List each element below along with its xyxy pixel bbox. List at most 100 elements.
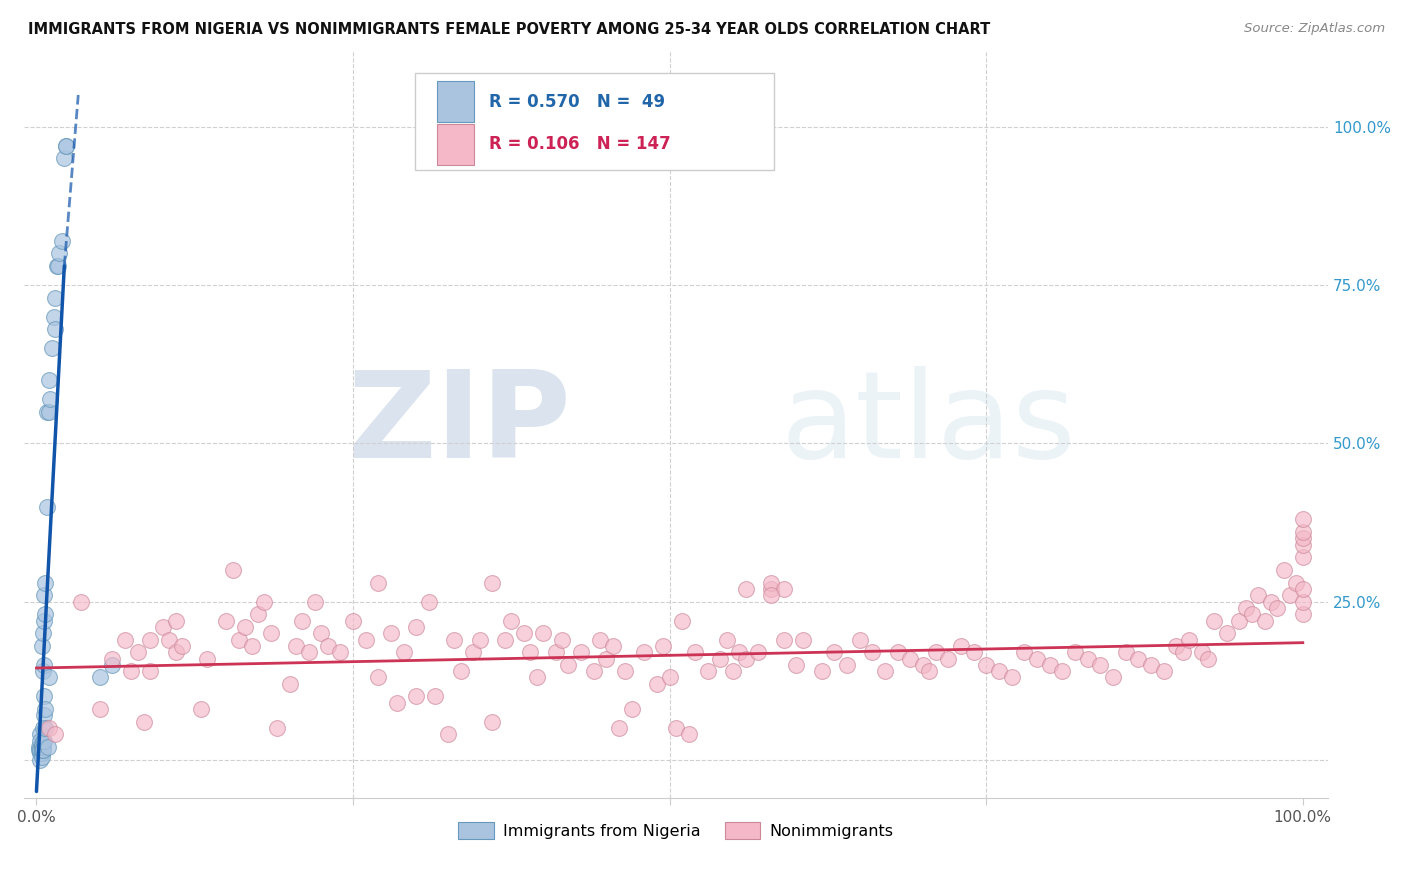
Point <box>589 632 612 647</box>
Point <box>31 737 53 751</box>
Point <box>721 664 744 678</box>
Point <box>1241 607 1264 622</box>
Point <box>1128 651 1150 665</box>
Point <box>367 671 389 685</box>
Point <box>31 749 53 764</box>
Point <box>30 727 52 741</box>
Point <box>1012 645 1035 659</box>
Point <box>152 620 174 634</box>
Point <box>494 632 516 647</box>
Point <box>31 740 53 755</box>
Point <box>127 645 149 659</box>
Point <box>873 664 896 678</box>
FancyBboxPatch shape <box>415 73 773 170</box>
Point <box>298 645 321 659</box>
Point <box>1260 594 1282 608</box>
Point <box>1076 651 1098 665</box>
Point <box>32 614 55 628</box>
Point <box>44 310 66 324</box>
Point <box>32 734 55 748</box>
Point <box>949 639 972 653</box>
Point <box>28 743 51 757</box>
Point <box>645 677 668 691</box>
Point <box>1050 664 1073 678</box>
Point <box>32 708 55 723</box>
Point <box>387 696 409 710</box>
Point <box>936 651 959 665</box>
Point <box>1292 512 1315 526</box>
Point <box>728 645 751 659</box>
Text: IMMIGRANTS FROM NIGERIA VS NONIMMIGRANTS FEMALE POVERTY AMONG 25-34 YEAR OLDS CO: IMMIGRANTS FROM NIGERIA VS NONIMMIGRANTS… <box>28 22 990 37</box>
Text: ZIP: ZIP <box>347 366 572 483</box>
Point <box>557 657 579 672</box>
Point <box>34 575 56 590</box>
FancyBboxPatch shape <box>437 123 474 165</box>
Point <box>772 582 794 596</box>
Point <box>53 151 76 165</box>
Point <box>987 664 1010 678</box>
Point <box>165 645 187 659</box>
Point <box>1197 651 1219 665</box>
Point <box>418 594 440 608</box>
Point <box>34 607 56 622</box>
Point <box>228 632 250 647</box>
Point <box>197 651 219 665</box>
Point <box>46 259 69 273</box>
Point <box>28 740 51 755</box>
Point <box>311 626 333 640</box>
Point <box>37 740 59 755</box>
Point <box>165 614 187 628</box>
Point <box>253 594 276 608</box>
Point <box>1166 639 1188 653</box>
Point <box>652 639 675 653</box>
Point <box>886 645 908 659</box>
Point <box>1247 588 1270 602</box>
Point <box>172 639 194 653</box>
Point <box>31 743 53 757</box>
Point <box>501 614 523 628</box>
Point <box>405 620 427 634</box>
Point <box>1279 588 1302 602</box>
Point <box>45 259 67 273</box>
Point <box>1254 614 1277 628</box>
Point <box>1063 645 1085 659</box>
Point <box>31 664 53 678</box>
Point <box>55 138 77 153</box>
Point <box>519 645 541 659</box>
Point <box>658 671 681 685</box>
Point <box>924 645 946 659</box>
Point <box>734 651 756 665</box>
Point <box>1292 524 1315 539</box>
Point <box>759 588 782 602</box>
Point <box>69 594 91 608</box>
Point <box>55 138 77 153</box>
Point <box>367 575 389 590</box>
Point <box>1038 657 1060 672</box>
Point <box>974 657 997 672</box>
Point <box>759 582 782 596</box>
Point <box>1292 531 1315 545</box>
Point <box>785 657 807 672</box>
Point <box>304 594 326 608</box>
Point <box>1171 645 1194 659</box>
Point <box>31 639 53 653</box>
Point <box>1272 563 1295 577</box>
Point <box>89 702 111 716</box>
Text: R = 0.570   N =  49: R = 0.570 N = 49 <box>489 93 665 111</box>
Point <box>450 664 472 678</box>
Point <box>405 690 427 704</box>
Text: Source: ZipAtlas.com: Source: ZipAtlas.com <box>1244 22 1385 36</box>
Point <box>247 607 270 622</box>
Point <box>329 645 352 659</box>
Point <box>544 645 567 659</box>
Point <box>41 341 63 355</box>
Point <box>316 639 339 653</box>
Point <box>34 702 56 716</box>
Point <box>32 657 55 672</box>
Point <box>1216 626 1239 640</box>
Point <box>734 582 756 596</box>
Point <box>1140 657 1163 672</box>
Point <box>792 632 814 647</box>
Point <box>1292 594 1315 608</box>
Point <box>38 404 60 418</box>
